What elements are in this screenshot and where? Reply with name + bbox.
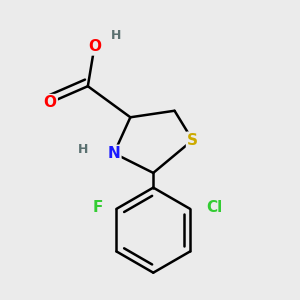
- Text: H: H: [78, 143, 88, 156]
- Text: H: H: [110, 29, 121, 42]
- Text: O: O: [44, 95, 57, 110]
- Text: O: O: [88, 39, 101, 54]
- Text: Cl: Cl: [206, 200, 223, 215]
- Text: F: F: [92, 200, 103, 215]
- Text: S: S: [187, 133, 198, 148]
- Text: N: N: [108, 146, 120, 161]
